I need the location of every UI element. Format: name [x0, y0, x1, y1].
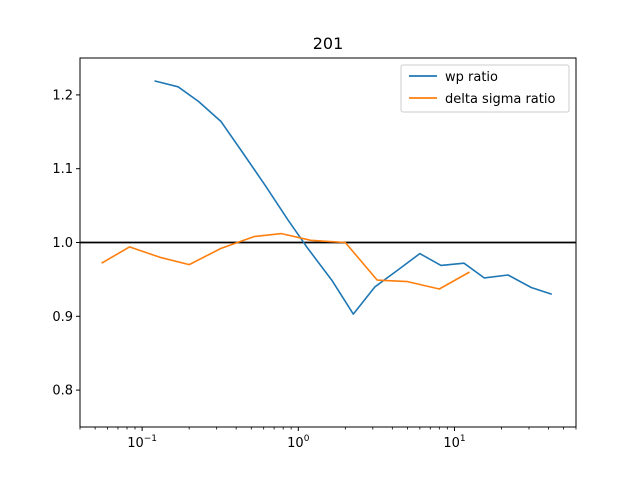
axes-layer: 0.8 0.9 1.0 1.1 1.2 10−1 100 101	[52, 57, 577, 451]
plot-layer	[80, 80, 576, 315]
y-tick-label: 0.8	[52, 384, 73, 399]
series-line-delta-sigma-ratio	[101, 232, 470, 290]
legend-label-wp-ratio: wp ratio	[445, 70, 498, 85]
legend-label-delta-sigma-ratio: delta sigma ratio	[445, 92, 555, 107]
y-tick-label: 1.1	[52, 162, 73, 177]
y-tick-label: 0.9	[52, 310, 73, 325]
x-tick-label: 101	[443, 434, 465, 451]
x-tick-label: 100	[287, 434, 310, 451]
chart-title: 201	[313, 34, 344, 53]
series-line-wp-ratio	[154, 80, 553, 315]
y-tick-label: 1.0	[52, 236, 73, 251]
legend: wp ratio delta sigma ratio	[400, 64, 570, 113]
legend-frame	[400, 64, 570, 113]
y-tick-label: 1.2	[52, 88, 73, 103]
x-tick-label: 10−1	[127, 434, 157, 451]
